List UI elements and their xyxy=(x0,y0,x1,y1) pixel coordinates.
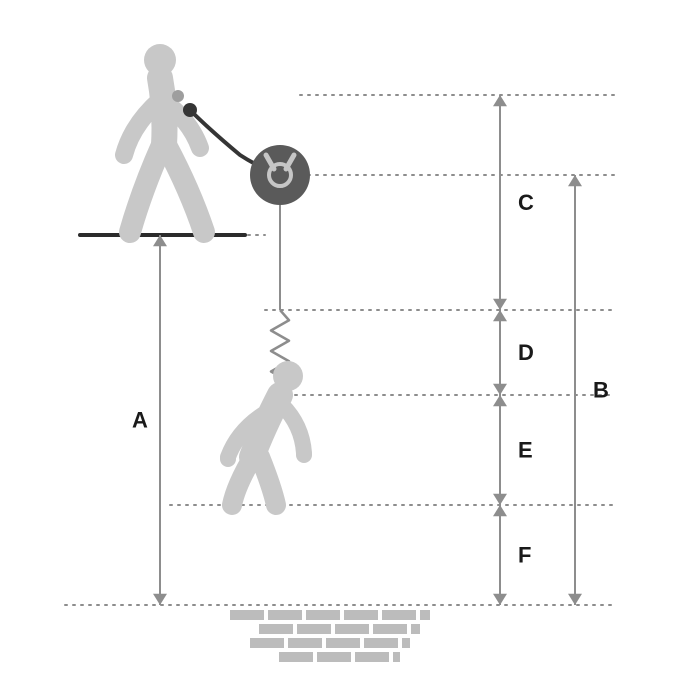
dorsal-d-ring-icon xyxy=(172,90,184,102)
fall-arrest-device-icon xyxy=(250,145,310,205)
dim-C-label: C xyxy=(518,190,534,215)
dim-D-label: D xyxy=(518,340,534,365)
dim-E-label: E xyxy=(518,438,533,463)
dim-B-label: B xyxy=(593,378,609,403)
dim-F-label: F xyxy=(518,543,531,568)
suspended-person xyxy=(220,361,312,505)
ground-obstruction-icon xyxy=(230,610,430,662)
fall-clearance-diagram: A B C D E F xyxy=(0,0,700,700)
standing-person xyxy=(124,44,204,232)
dim-A-label: A xyxy=(132,408,148,433)
